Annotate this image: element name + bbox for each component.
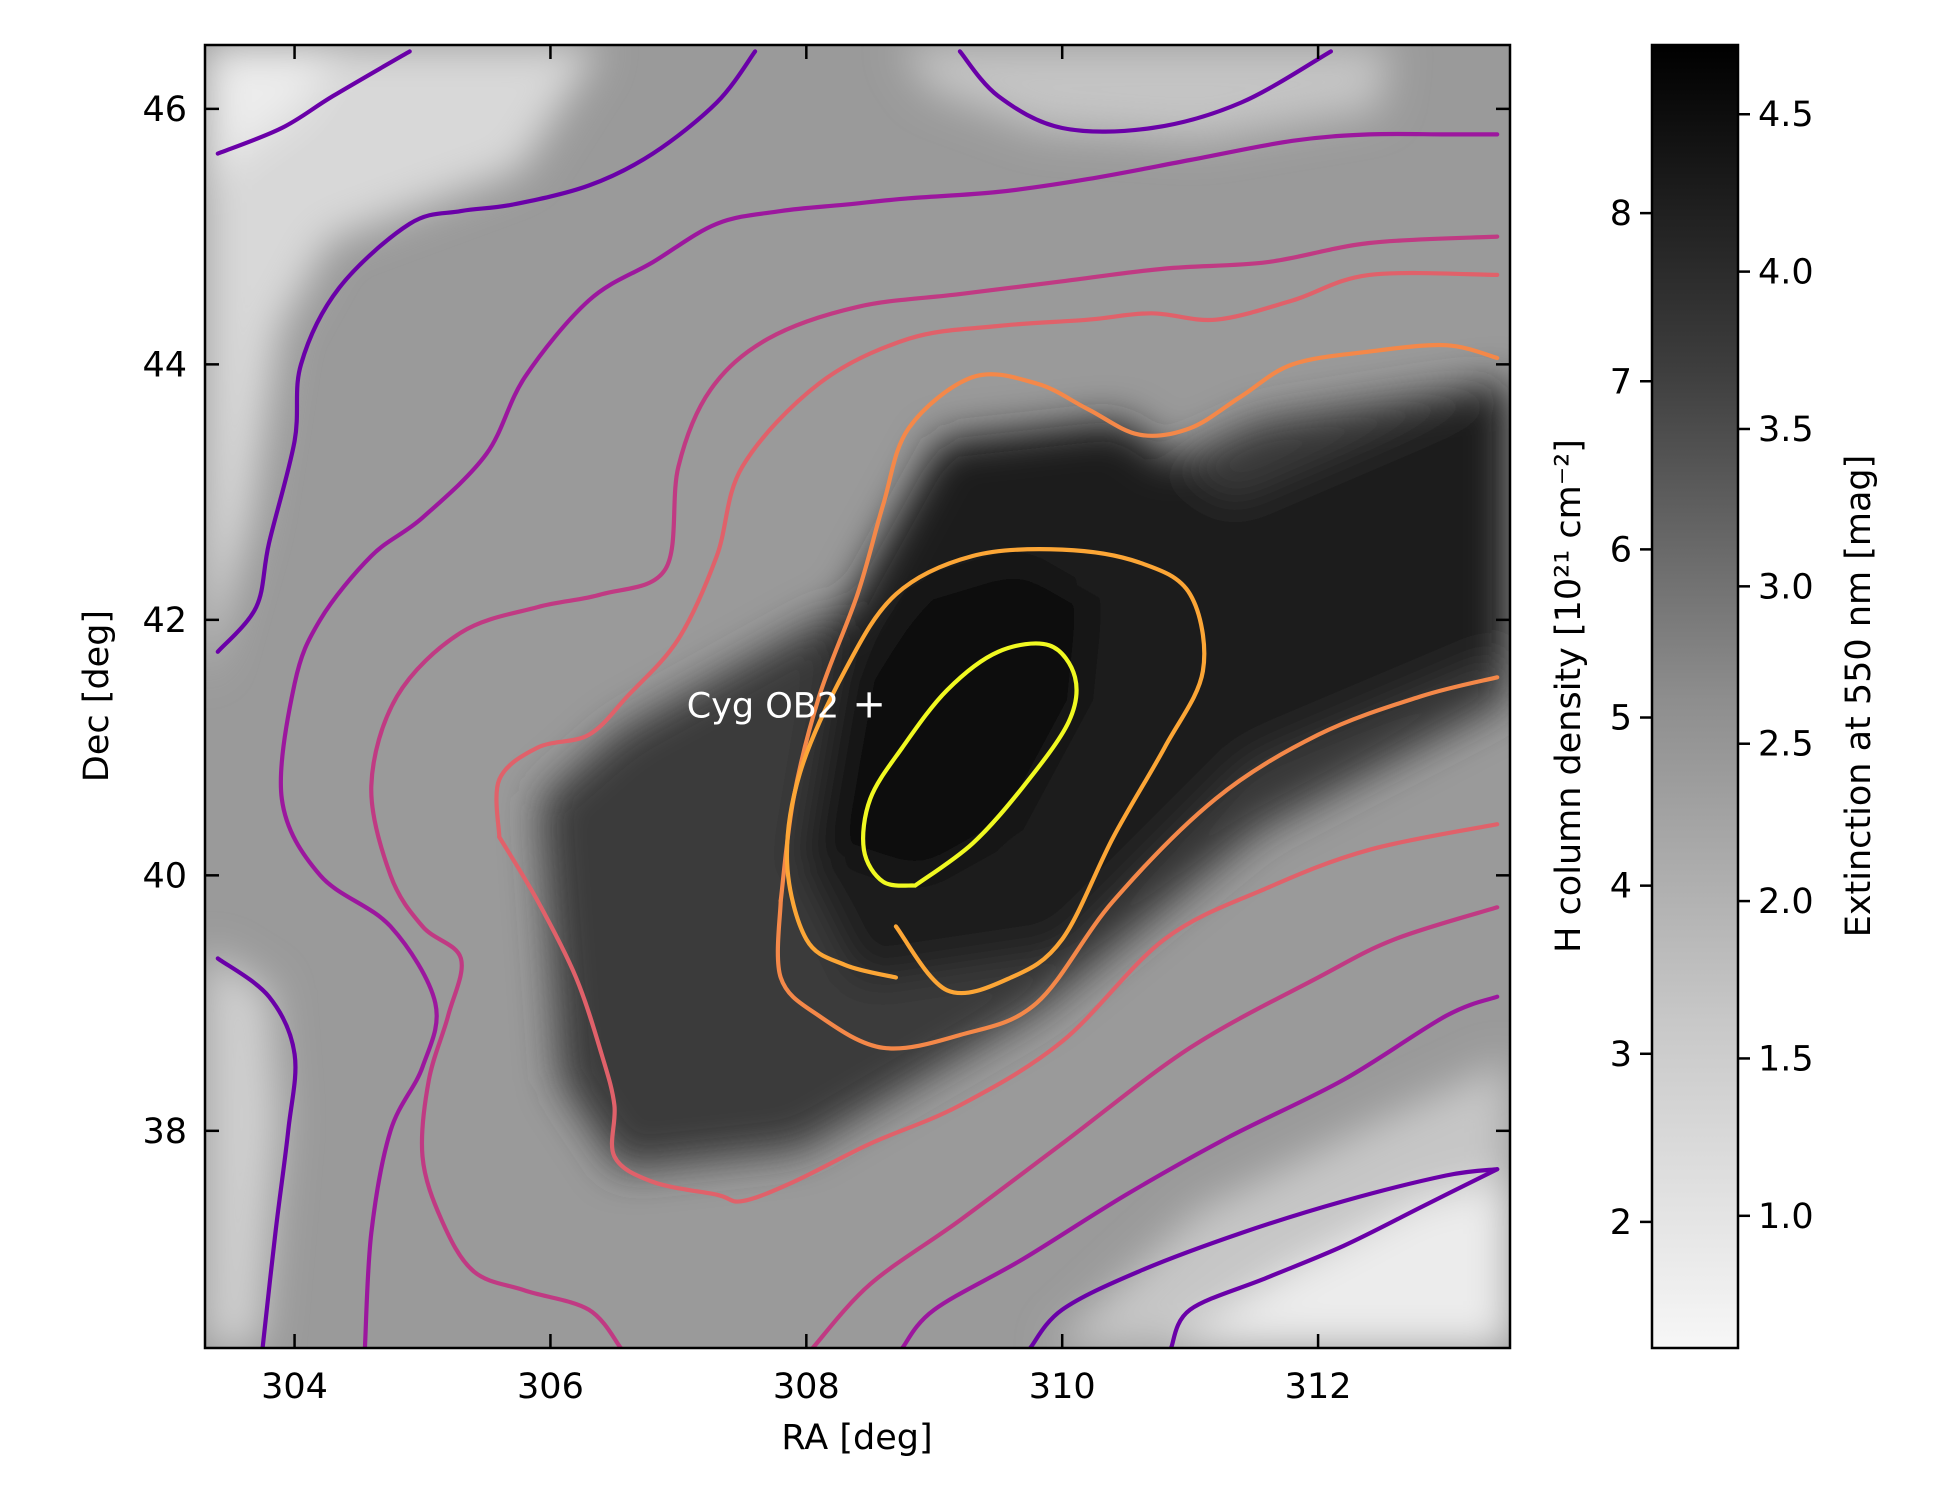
- colorbar-extinction-tick-label: 3.5: [1758, 410, 1814, 450]
- colorbar-extinction-ticks: 1.0 1.5 2.0 2.5 3.0 3.5 4.0 4.5: [1738, 95, 1814, 1237]
- colorbar-density-tick-label: 8: [1610, 194, 1632, 234]
- contour-line-1: [215, 49, 412, 156]
- contour-line-2: [215, 49, 758, 654]
- y-axis-label: Dec [deg]: [77, 610, 117, 782]
- colorbar-density-tick-label: 5: [1610, 699, 1632, 739]
- colorbar-extinction-label: Extinction at 550 nm [mag]: [1839, 455, 1879, 938]
- colorbar-density-tick-label: 4: [1610, 867, 1632, 907]
- x-tick-label: 312: [1285, 1367, 1352, 1407]
- colorbar-extinction-tick-label: 2.0: [1758, 882, 1814, 922]
- cyg-ob2-label: Cyg OB2: [687, 686, 839, 726]
- contour-line-12: [1168, 1167, 1500, 1348]
- colorbar-extinction-tick-label: 4.0: [1758, 253, 1814, 293]
- colorbar-density-tick-label: 7: [1610, 362, 1632, 402]
- contour-line-5: [278, 131, 1500, 1348]
- y-tick-label: 42: [142, 601, 187, 641]
- cyg-ob2-annotation: + Cyg OB2: [687, 681, 886, 727]
- colorbar-extinction-tick-label: 1.0: [1758, 1197, 1814, 1237]
- colorbar-extinction-tick-label: 1.5: [1758, 1039, 1814, 1079]
- plot-frame: [203, 43, 1512, 1350]
- y-tick-label: 46: [142, 90, 187, 130]
- cyg-ob2-marker: +: [852, 681, 886, 727]
- contour-line-13: [775, 675, 1500, 1051]
- colorbar-density-tick-label: 3: [1610, 1035, 1632, 1075]
- density-field: [205, 45, 1510, 1348]
- y-tick-label: 40: [142, 856, 187, 896]
- colorbar-density-tick-label: 2: [1610, 1203, 1632, 1243]
- contour-line-8: [494, 270, 1500, 840]
- x-tick-label: 304: [261, 1367, 328, 1407]
- x-axis-ticks: 304 306 308 310 312: [261, 45, 1351, 1407]
- contour-line-7: [497, 822, 1500, 1204]
- contour-line-14: [778, 342, 1500, 903]
- y-axis-ticks: 38 40 42 44 46: [142, 90, 1510, 1152]
- colorbar-extinction-tick-label: 2.5: [1758, 725, 1814, 765]
- contour-line-9: [810, 905, 1500, 1348]
- y-tick-label: 44: [142, 345, 187, 385]
- colorbar-density-tick-label: 6: [1610, 530, 1632, 570]
- y-tick-label: 38: [142, 1112, 187, 1152]
- contour-line-11: [1028, 1167, 1500, 1348]
- x-axis-label: RA [deg]: [781, 1418, 932, 1458]
- x-tick-label: 306: [517, 1367, 584, 1407]
- contour-line-16: [861, 641, 1079, 888]
- x-tick-label: 308: [773, 1367, 840, 1407]
- colorbar: [1650, 43, 1740, 1350]
- contour-line-10: [900, 994, 1500, 1348]
- colorbar-density-label: H column density [10²¹ cm⁻²]: [1549, 439, 1589, 953]
- x-tick-label: 310: [1029, 1367, 1096, 1407]
- contour-line-3: [215, 956, 298, 1348]
- contour-lines: [215, 49, 1500, 1348]
- colorbar-extinction-tick-label: 3.0: [1758, 567, 1814, 607]
- colorbar-extinction-tick-label: 4.5: [1758, 95, 1814, 135]
- contour-line-15: [784, 546, 1207, 996]
- contour-line-6: [369, 234, 1500, 1348]
- colorbar-density-ticks: 2 3 4 5 6 7 8: [1610, 194, 1652, 1243]
- contour-line-4: [957, 49, 1333, 134]
